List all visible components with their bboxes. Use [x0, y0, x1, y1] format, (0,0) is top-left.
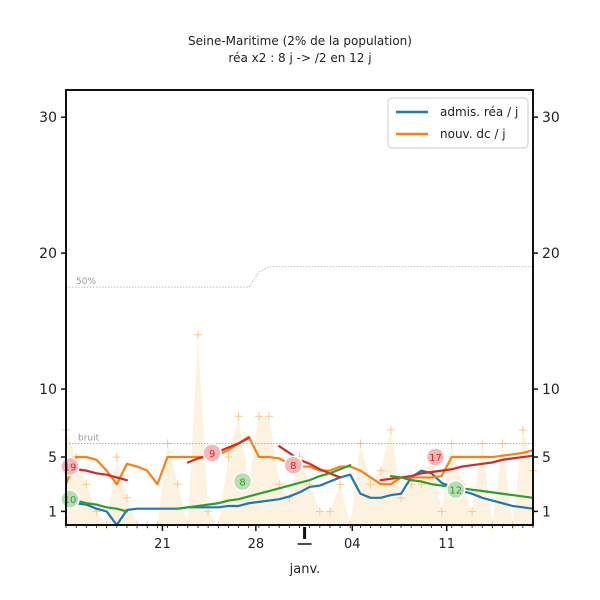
raw-count-marker	[386, 425, 395, 434]
legend: admis. réa / j nouv. dc / j	[387, 97, 529, 149]
raw-count-marker	[518, 425, 527, 434]
raw-count-marker	[234, 412, 243, 421]
trend-label-badge-5	[232, 471, 253, 492]
raw-count-marker	[275, 480, 284, 489]
plot-background	[66, 90, 533, 525]
raw-count-marker	[478, 439, 487, 448]
trend-label-text-3: 17	[429, 453, 442, 464]
raw-count-marker	[265, 412, 274, 421]
noise-label: bruit	[78, 433, 100, 443]
x-tick-label: 28	[248, 537, 265, 552]
raw-count-marker	[173, 480, 182, 489]
trend-label-badge-2	[283, 455, 304, 475]
legend-label-series-1: nouv. dc / j	[440, 127, 506, 141]
raw-count-marker	[315, 507, 324, 516]
trend-label-badge-6	[446, 479, 466, 500]
x-tick-label: 11	[438, 537, 455, 552]
raw-count-marker	[325, 507, 334, 516]
trend-label-text-0: 19	[64, 463, 77, 474]
raw-count-marker	[224, 453, 233, 462]
y-tick-label-left: 5	[48, 450, 57, 466]
trend-label-badge-1	[202, 443, 222, 463]
y-tick-label-left: 10	[39, 382, 57, 398]
raw-count-marker	[397, 493, 406, 502]
raw-count-marker	[376, 466, 385, 475]
x-axis-label: janv.	[289, 562, 321, 577]
raw-counts-area	[66, 334, 533, 525]
raw-count-marker	[193, 330, 202, 339]
x-tick-label: 21	[154, 537, 171, 552]
trend-line-3	[379, 454, 535, 482]
raw-count-marker	[122, 493, 131, 502]
raw-count-marker	[468, 507, 477, 516]
y-tick-label-right: 1	[542, 504, 551, 520]
trend-line-5	[176, 464, 352, 510]
chart-title: Seine-Maritime (2% de la population)	[188, 34, 412, 48]
raw-count-marker	[112, 453, 121, 462]
raw-count-marker	[437, 507, 446, 516]
legend-label-series-0: admis. réa / j	[440, 105, 518, 119]
raw-count-marker	[407, 480, 416, 489]
y-tick-label-right: 5	[542, 450, 551, 466]
trend-label-text-4: 10	[64, 495, 77, 506]
raw-count-marker	[163, 439, 172, 448]
trend-label-text-2: 8	[290, 461, 296, 472]
plot-area	[66, 90, 533, 525]
legend-box	[387, 97, 529, 149]
trend-label-text-6: 12	[449, 486, 462, 497]
trend-label-badge-3	[425, 447, 446, 467]
trend-label-text-1: 9	[209, 449, 215, 460]
y-tick-label-left: 20	[39, 246, 57, 262]
y-tick-label-right: 30	[542, 110, 560, 126]
y-tick-label-left: 1	[48, 504, 57, 520]
x-tick-label: 04	[344, 537, 361, 552]
raw-count-marker	[82, 480, 91, 489]
raw-count-marker	[336, 480, 345, 489]
half-level-label: 50%	[76, 277, 96, 287]
trend-label-text-5: 8	[239, 478, 245, 489]
raw-count-marker	[254, 412, 263, 421]
half-level-line	[66, 266, 533, 288]
y-tick-label-right: 20	[542, 246, 560, 262]
y-tick-label-right: 10	[542, 382, 560, 398]
raw-count-marker	[204, 507, 213, 516]
raw-count-marker	[366, 480, 375, 489]
reference-lines-layer: bruit 50%	[66, 266, 533, 444]
y-tick-label-left: 30	[39, 110, 57, 126]
chart-subtitle: réa x2 : 8 j -> /2 en 12 j	[228, 51, 371, 65]
